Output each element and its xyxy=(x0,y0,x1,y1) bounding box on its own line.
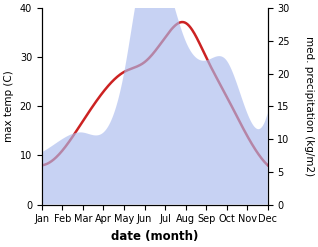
Y-axis label: max temp (C): max temp (C) xyxy=(4,70,14,142)
X-axis label: date (month): date (month) xyxy=(111,230,198,243)
Y-axis label: med. precipitation (kg/m2): med. precipitation (kg/m2) xyxy=(304,36,314,176)
